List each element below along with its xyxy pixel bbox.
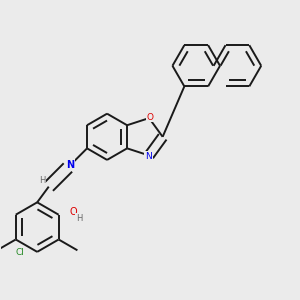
Text: N: N — [67, 160, 75, 170]
Text: N: N — [145, 152, 152, 161]
Text: H: H — [39, 176, 45, 185]
Text: Cl: Cl — [16, 248, 25, 257]
Text: O: O — [69, 207, 77, 217]
Text: O: O — [146, 112, 153, 122]
Text: H: H — [76, 214, 82, 223]
